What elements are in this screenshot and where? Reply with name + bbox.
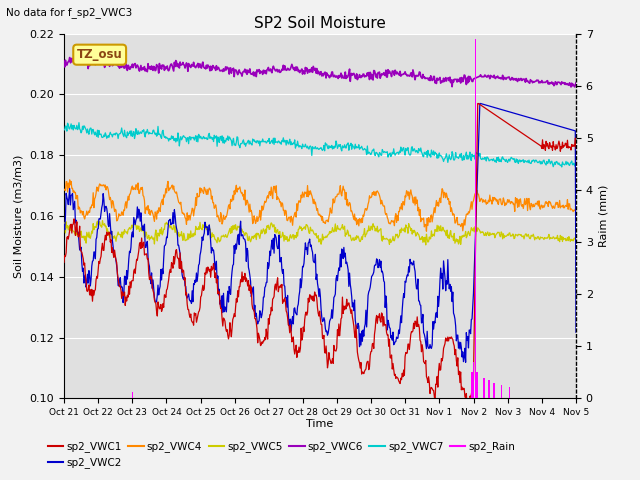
sp2_VWC4 <box>202 189 209 195</box>
sp2_VWC7 <box>202 135 209 141</box>
sp2_VWC7 <box>69 127 77 133</box>
sp2_VWC7 <box>383 149 390 155</box>
Line: sp2_VWC4: sp2_VWC4 <box>64 180 576 231</box>
sp2_VWC5 <box>69 228 77 234</box>
sp2_VWC2 <box>462 360 470 365</box>
Bar <box>493 383 495 398</box>
X-axis label: Time: Time <box>307 419 333 429</box>
sp2_VWC1 <box>474 101 481 107</box>
sp2_VWC6 <box>175 62 182 68</box>
sp2_VWC2 <box>201 219 209 225</box>
sp2_VWC1 <box>463 404 471 409</box>
Text: TZ_osu: TZ_osu <box>77 48 122 61</box>
sp2_VWC7 <box>397 148 405 154</box>
sp2_VWC2 <box>397 313 404 319</box>
Bar <box>471 372 473 398</box>
sp2_VWC6 <box>60 59 68 65</box>
sp2_VWC5 <box>572 238 580 244</box>
sp2_VWC4 <box>422 228 430 234</box>
sp2_VWC2 <box>69 207 77 213</box>
sp2_VWC2 <box>476 101 484 107</box>
sp2_VWC2 <box>122 282 130 288</box>
sp2_VWC4 <box>397 201 405 206</box>
sp2_VWC7 <box>558 164 566 170</box>
Line: sp2_VWC5: sp2_VWC5 <box>64 221 576 245</box>
sp2_VWC5 <box>422 242 429 248</box>
sp2_VWC5 <box>175 229 182 235</box>
Title: SP2 Soil Moisture: SP2 Soil Moisture <box>254 16 386 31</box>
sp2_VWC1 <box>201 270 209 276</box>
sp2_VWC7 <box>75 120 83 125</box>
sp2_VWC2 <box>572 329 580 335</box>
Bar <box>509 387 511 398</box>
sp2_VWC2 <box>382 293 390 299</box>
sp2_VWC6 <box>572 80 580 85</box>
sp2_VWC5 <box>202 221 209 227</box>
sp2_VWC5 <box>383 235 390 241</box>
Bar <box>473 362 474 398</box>
sp2_VWC6 <box>202 66 209 72</box>
sp2_VWC2 <box>60 222 68 228</box>
Legend: sp2_VWC1, sp2_VWC2, sp2_VWC4, sp2_VWC5, sp2_VWC6, sp2_VWC7, sp2_Rain: sp2_VWC1, sp2_VWC2, sp2_VWC4, sp2_VWC5, … <box>44 437 520 472</box>
sp2_VWC1 <box>397 375 404 381</box>
Line: sp2_VWC1: sp2_VWC1 <box>64 104 576 407</box>
Bar <box>132 392 133 398</box>
sp2_VWC1 <box>382 322 390 327</box>
sp2_VWC4 <box>123 205 131 211</box>
sp2_VWC4 <box>66 177 74 183</box>
sp2_VWC4 <box>60 186 68 192</box>
sp2_VWC1 <box>572 145 580 151</box>
sp2_VWC6 <box>397 72 405 78</box>
Line: sp2_VWC6: sp2_VWC6 <box>64 57 576 87</box>
sp2_VWC6 <box>567 84 575 90</box>
sp2_VWC4 <box>383 211 390 216</box>
sp2_VWC1 <box>122 294 130 300</box>
Bar <box>475 39 476 398</box>
sp2_VWC6 <box>69 58 77 64</box>
sp2_VWC1 <box>174 255 182 261</box>
sp2_VWC5 <box>123 229 131 235</box>
sp2_VWC5 <box>60 222 68 228</box>
sp2_VWC2 <box>174 242 182 248</box>
sp2_VWC5 <box>397 225 405 231</box>
sp2_VWC1 <box>60 260 68 265</box>
sp2_VWC7 <box>175 135 182 141</box>
Text: No data for f_sp2_VWC3: No data for f_sp2_VWC3 <box>6 7 132 18</box>
sp2_VWC7 <box>60 127 68 133</box>
sp2_VWC4 <box>175 199 182 205</box>
Line: sp2_VWC7: sp2_VWC7 <box>64 122 576 167</box>
Bar <box>500 385 502 398</box>
sp2_VWC4 <box>70 188 78 194</box>
sp2_VWC6 <box>383 74 390 80</box>
sp2_VWC1 <box>69 221 77 227</box>
Bar <box>476 372 477 398</box>
sp2_VWC4 <box>572 204 580 210</box>
sp2_VWC7 <box>123 135 131 141</box>
Bar <box>488 380 490 398</box>
Bar <box>483 378 485 398</box>
Y-axis label: Soil Moisture (m3/m3): Soil Moisture (m3/m3) <box>14 154 24 278</box>
sp2_VWC7 <box>572 160 580 166</box>
sp2_VWC6 <box>102 54 110 60</box>
sp2_VWC5 <box>99 218 106 224</box>
Y-axis label: Raim (mm): Raim (mm) <box>598 185 609 247</box>
Line: sp2_VWC2: sp2_VWC2 <box>64 104 576 362</box>
sp2_VWC6 <box>123 66 131 72</box>
